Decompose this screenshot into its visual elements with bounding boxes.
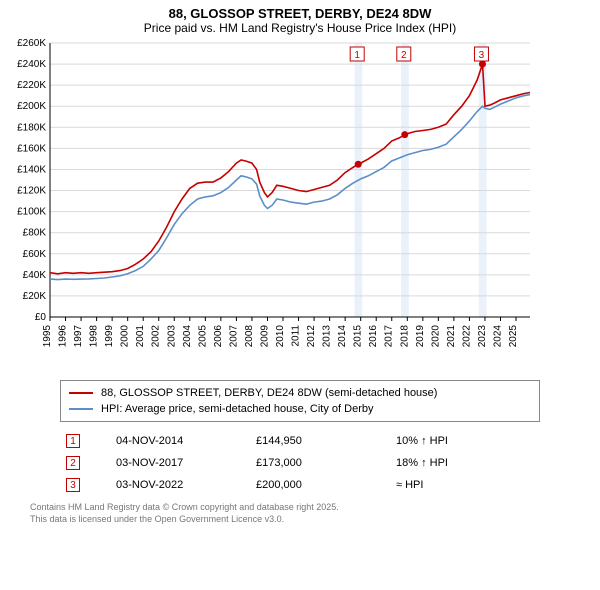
x-tick-label: 2002 <box>151 325 162 348</box>
x-tick-label: 1996 <box>58 325 69 348</box>
x-tick-label: 1997 <box>73 325 84 348</box>
x-tick-label: 2025 <box>508 325 519 348</box>
y-tick-label: £80K <box>23 228 47 239</box>
legend-swatch <box>69 392 93 394</box>
sale-date: 04-NOV-2014 <box>110 430 250 452</box>
y-tick-label: £60K <box>23 249 47 260</box>
series-hpi <box>50 95 530 280</box>
sale-row-marker: 3 <box>66 478 80 492</box>
sale-date: 03-NOV-2022 <box>110 474 250 496</box>
sale-marker-label-3: 3 <box>479 50 485 61</box>
sale-delta: 18% ↑ HPI <box>390 452 540 474</box>
sale-marker-label-1: 1 <box>354 50 360 61</box>
sale-price: £200,000 <box>250 474 390 496</box>
x-tick-label: 2024 <box>492 325 503 348</box>
y-tick-label: £180K <box>17 122 46 133</box>
x-tick-label: 2018 <box>399 325 410 348</box>
y-tick-label: £260K <box>17 38 46 49</box>
legend-swatch <box>69 408 93 410</box>
y-tick-label: £160K <box>17 143 46 154</box>
price-chart: £0 £20K £40K £60K £80K £100K £120K £140K £160K £1… <box>0 37 540 367</box>
sale-row-marker: 2 <box>66 456 80 470</box>
legend: 88, GLOSSOP STREET, DERBY, DE24 8DW (sem… <box>60 380 540 422</box>
y-tick-label: £200K <box>17 101 46 112</box>
x-tick-label: 2008 <box>244 325 255 348</box>
x-tick-label: 2021 <box>446 325 457 348</box>
x-tick-label: 2015 <box>353 325 364 348</box>
footer-line1: Contains HM Land Registry data © Crown c… <box>30 502 600 514</box>
sale-point-2 <box>401 131 408 138</box>
title-line2: Price paid vs. HM Land Registry's House … <box>0 21 600 35</box>
y-tick-label: £100K <box>17 207 46 218</box>
y-tick-label: £220K <box>17 80 46 91</box>
x-tick-label: 2000 <box>120 325 131 348</box>
sale-marker-label-2: 2 <box>401 50 407 61</box>
y-tick-label: £20K <box>23 291 47 302</box>
y-tick-label: £40K <box>23 270 47 281</box>
x-tick-label: 2009 <box>259 325 270 348</box>
sale-row: 1 04-NOV-2014£144,95010% ↑ HPI <box>60 430 540 452</box>
x-tick-label: 2017 <box>384 325 395 348</box>
sale-price: £144,950 <box>250 430 390 452</box>
sale-date: 03-NOV-2017 <box>110 452 250 474</box>
x-tick-label: 1999 <box>104 325 115 348</box>
x-tick-label: 2003 <box>166 325 177 348</box>
sale-price: £173,000 <box>250 452 390 474</box>
sale-row: 3 03-NOV-2022£200,000≈ HPI <box>60 474 540 496</box>
series-price_paid <box>50 64 530 274</box>
x-tick-label: 2012 <box>306 325 317 348</box>
x-tick-label: 2001 <box>135 325 146 348</box>
x-tick-label: 2010 <box>275 325 286 348</box>
x-tick-label: 2020 <box>430 325 441 348</box>
x-tick-label: 2019 <box>415 325 426 348</box>
x-tick-label: 2016 <box>368 325 379 348</box>
x-tick-label: 2013 <box>322 325 333 348</box>
y-tick-label: £0 <box>35 312 47 323</box>
footer-attribution: Contains HM Land Registry data © Crown c… <box>30 502 600 525</box>
title-line1: 88, GLOSSOP STREET, DERBY, DE24 8DW <box>0 6 600 21</box>
sale-delta: 10% ↑ HPI <box>390 430 540 452</box>
footer-line2: This data is licensed under the Open Gov… <box>30 514 600 526</box>
x-tick-label: 1998 <box>89 325 100 348</box>
y-tick-label: £120K <box>17 186 46 197</box>
y-tick-label: £140K <box>17 164 46 175</box>
x-tick-label: 2011 <box>291 325 302 347</box>
y-tick-label: £240K <box>17 59 46 70</box>
sales-table: 1 04-NOV-2014£144,95010% ↑ HPI 2 03-NOV-201… <box>60 430 540 496</box>
x-tick-label: 2023 <box>477 325 488 348</box>
x-tick-label: 2014 <box>337 325 348 348</box>
sale-delta: ≈ HPI <box>390 474 540 496</box>
x-tick-label: 2022 <box>461 325 472 348</box>
legend-label: HPI: Average price, semi-detached house,… <box>101 403 374 415</box>
legend-label: 88, GLOSSOP STREET, DERBY, DE24 8DW (sem… <box>101 387 437 399</box>
sale-row: 2 03-NOV-2017£173,00018% ↑ HPI <box>60 452 540 474</box>
title-block: 88, GLOSSOP STREET, DERBY, DE24 8DW Pric… <box>0 0 600 37</box>
chart-container: £0 £20K £40K £60K £80K £100K £120K £140K £160K £1… <box>0 37 600 372</box>
legend-row: 88, GLOSSOP STREET, DERBY, DE24 8DW (sem… <box>69 385 531 401</box>
x-tick-label: 2006 <box>213 325 224 348</box>
x-tick-label: 2004 <box>182 325 193 348</box>
x-tick-label: 1995 <box>42 325 53 348</box>
x-tick-label: 2005 <box>197 325 208 348</box>
legend-row: HPI: Average price, semi-detached house,… <box>69 401 531 417</box>
sale-point-3 <box>479 61 486 68</box>
sale-point-1 <box>355 161 362 168</box>
x-tick-label: 2007 <box>228 325 239 348</box>
sale-row-marker: 1 <box>66 434 80 448</box>
